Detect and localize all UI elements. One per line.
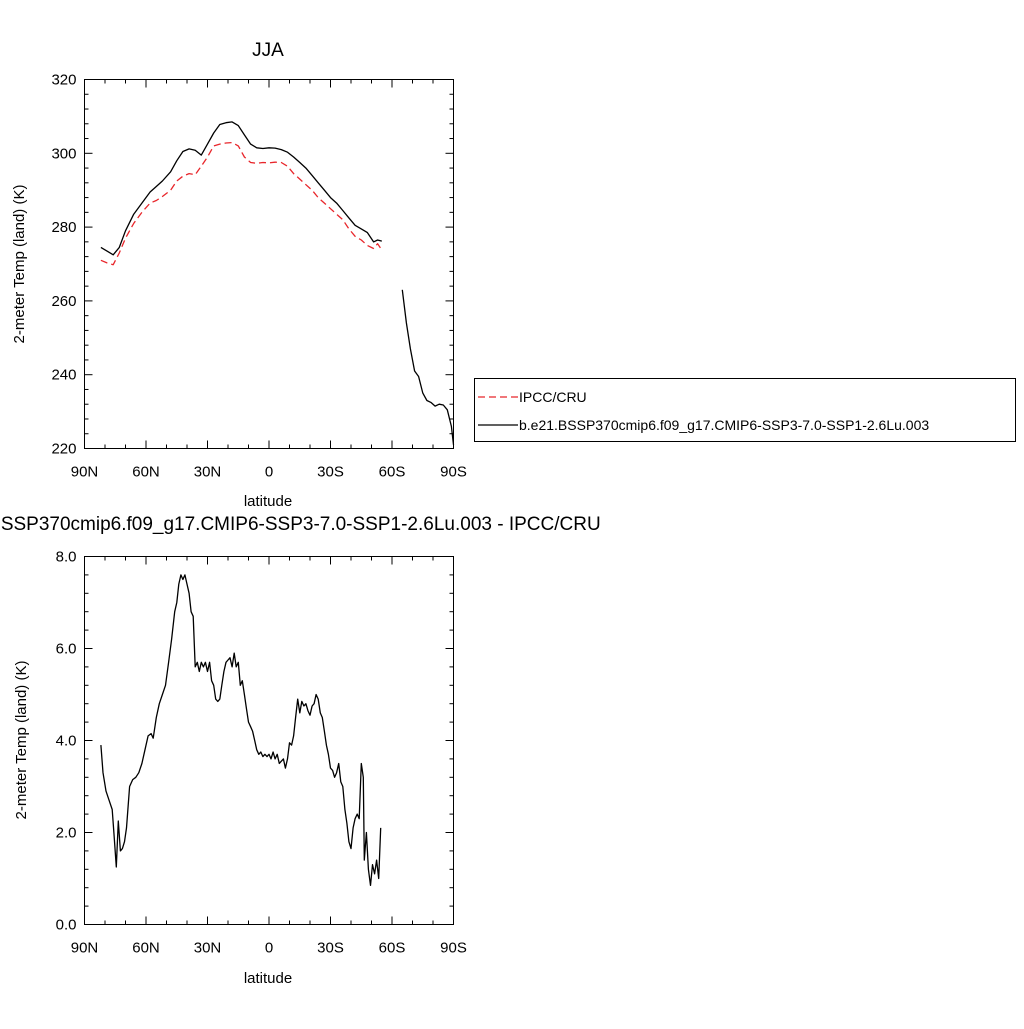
bottom-plot-frame [84, 556, 454, 925]
x-tick-label: 30N [194, 940, 222, 957]
bottom-y-axis-label: 2-meter Temp (land) (K) [13, 661, 30, 820]
x-tick-label: 90N [71, 940, 99, 957]
legend: IPCC/CRU b.e21.BSSP370cmip6.f09_g17.CMIP… [474, 378, 1016, 442]
top-series-1-line-1 [401, 289, 455, 445]
top-series-0-line-0 [100, 141, 383, 266]
x-tick-label: 90S [440, 940, 467, 957]
bottom-series-group [100, 574, 382, 887]
top-series-group [100, 121, 455, 445]
bottom-panel: b.e21.BSSP370cmip6.f09_g17.CMIP6-SSP3-7.… [0, 514, 601, 987]
y-tick-label: 220 [51, 441, 76, 458]
top-x-ticks: 90N 60N 30N 0 30S 60S 90S [71, 79, 467, 481]
legend-label-model: b.e21.BSSP370cmip6.f09_g17.CMIP6-SSP3-7.… [519, 417, 929, 433]
x-tick-label: 90N [71, 464, 99, 481]
bottom-x-axis-label: latitude [244, 970, 292, 987]
top-x-axis-label: latitude [244, 493, 292, 510]
y-tick-label: 320 [51, 72, 76, 89]
legend-box [474, 378, 1016, 442]
x-tick-label: 0 [265, 940, 273, 957]
y-tick-label: 4.0 [56, 733, 77, 750]
x-tick-label: 60S [379, 940, 406, 957]
y-tick-label: 8.0 [56, 549, 77, 566]
x-tick-label: 60N [132, 464, 160, 481]
legend-label-ipcc: IPCC/CRU [519, 389, 587, 405]
top-series-1-line-0 [100, 121, 382, 256]
x-tick-label: 30S [317, 464, 344, 481]
x-tick-label: 30N [194, 464, 222, 481]
y-tick-label: 280 [51, 219, 76, 236]
y-tick-label: 300 [51, 145, 76, 162]
top-chart-title: JJA [252, 40, 284, 61]
x-tick-label: 0 [265, 464, 273, 481]
bottom-y-ticks: 0.0 2.0 4.0 6.0 8.0 [56, 549, 454, 934]
x-tick-label: 60S [379, 464, 406, 481]
top-y-axis-label: 2-meter Temp (land) (K) [11, 185, 28, 344]
bottom-series-0-line-0 [100, 574, 382, 887]
top-y-ticks: 220 240 260 280 300 320 [51, 72, 454, 458]
bottom-x-ticks: 90N 60N 30N 0 30S 60S 90S [71, 556, 467, 957]
y-tick-label: 6.0 [56, 641, 77, 658]
y-tick-label: 0.0 [56, 917, 77, 934]
bottom-chart-title: b.e21.BSSP370cmip6.f09_g17.CMIP6-SSP3-7.… [0, 514, 601, 535]
top-plot-frame [84, 79, 454, 449]
y-tick-label: 260 [51, 293, 76, 310]
y-tick-label: 2.0 [56, 825, 77, 842]
x-tick-label: 30S [317, 940, 344, 957]
y-tick-label: 240 [51, 367, 76, 384]
top-panel: JJA 90N 60N 30N 0 30S 60S 90S 220 240 260 280 300 3… [11, 40, 467, 510]
x-tick-label: 90S [440, 464, 467, 481]
x-tick-label: 60N [132, 940, 160, 957]
